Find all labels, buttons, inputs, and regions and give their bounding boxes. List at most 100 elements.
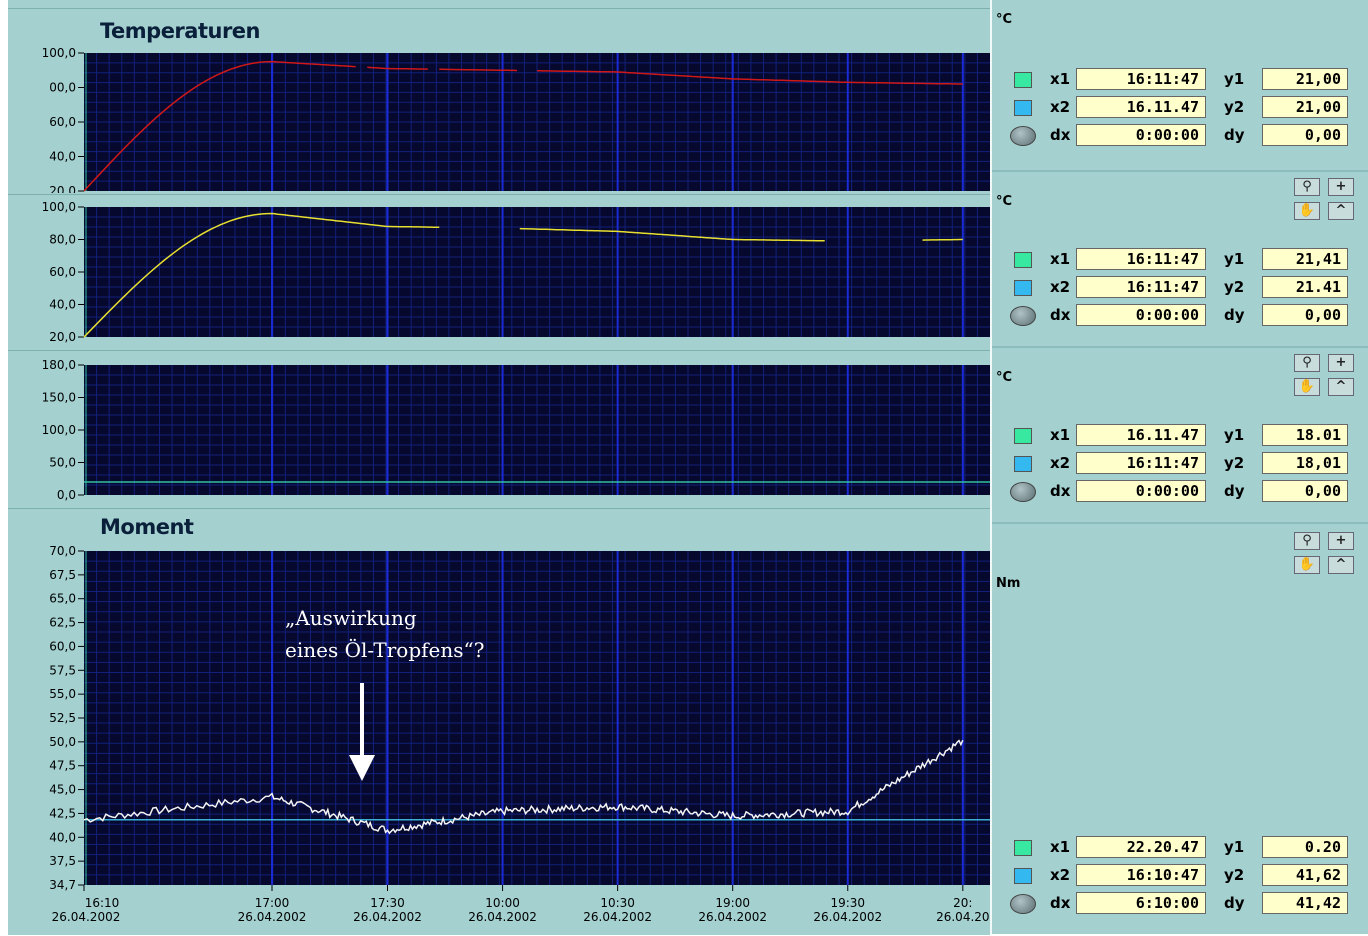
y-tick-label: 42,5 xyxy=(49,806,76,820)
x1-value-field[interactable]: 22.20.47 xyxy=(1076,836,1206,858)
unit-label: Nm xyxy=(996,576,1021,591)
add-cursor-button[interactable]: + xyxy=(1328,178,1354,196)
x1-value-field[interactable]: 16:11:47 xyxy=(1076,248,1206,270)
x2-label: x2 xyxy=(1050,278,1071,296)
unit-label: °C xyxy=(996,370,1013,385)
cursor-2-color-swatch[interactable] xyxy=(1014,280,1032,296)
y-tick-label: 67,5 xyxy=(49,568,76,582)
y1-label: y1 xyxy=(1224,70,1245,88)
series-line xyxy=(83,60,356,192)
cursor-1-color-swatch[interactable] xyxy=(1014,428,1032,444)
zoom-icon[interactable]: ⚲ xyxy=(1294,532,1320,550)
dy-value-field[interactable]: 0,00 xyxy=(1262,304,1348,326)
y-tick-label: 40,0 xyxy=(49,298,76,312)
dy-value-field[interactable]: 0,00 xyxy=(1262,480,1348,502)
temperature-plot-1[interactable]: 100,0 00,0 60,0 40,0 20,0 xyxy=(8,9,990,193)
x-tick-label-date: 26.04.2002 xyxy=(468,910,537,924)
y2-value-field[interactable]: 18,01 xyxy=(1262,452,1348,474)
series-line xyxy=(519,227,825,242)
dx-value-field[interactable]: 6:10:00 xyxy=(1076,892,1206,914)
x2-label: x2 xyxy=(1050,866,1071,884)
y-tick-label: 40,0 xyxy=(49,830,76,844)
cursor-knob-icon[interactable] xyxy=(1010,894,1036,914)
x-tick-label-date: 26.04.2002 xyxy=(52,910,121,924)
y-tick-label: 20,0 xyxy=(49,184,76,193)
y-tick-label: 60,0 xyxy=(49,115,76,129)
y-tick-label: 50,0 xyxy=(49,456,76,470)
y2-value-field[interactable]: 21.41 xyxy=(1262,276,1348,298)
x1-value-field[interactable]: 16.11.47 xyxy=(1076,424,1206,446)
y-tick-label: 40,0 xyxy=(49,150,76,164)
cursor-1-color-swatch[interactable] xyxy=(1014,840,1032,856)
y-tick-label: 34,7 xyxy=(49,878,76,892)
cursor-2-color-swatch[interactable] xyxy=(1014,100,1032,116)
dx-label: dx xyxy=(1050,306,1071,324)
cursor-knob-icon[interactable] xyxy=(1010,126,1036,146)
x-tick-label-date: 26.04.20 xyxy=(936,910,989,924)
y-tick-label: 00,0 xyxy=(49,81,76,95)
x2-value-field[interactable]: 16:11:47 xyxy=(1076,276,1206,298)
dx-value-field[interactable]: 0:00:00 xyxy=(1076,124,1206,146)
cursor-2-color-swatch[interactable] xyxy=(1014,868,1032,884)
pan-hand-icon[interactable]: ✋ xyxy=(1294,556,1320,574)
y-tick-label: 20,0 xyxy=(49,330,76,344)
moment-plot[interactable]: 70,0 67,5 65,0 62,5 60,0 57,5 55,0 52,5 50,0 47,5… xyxy=(8,509,990,935)
add-cursor-button[interactable]: + xyxy=(1328,532,1354,550)
collapse-button[interactable]: ^ xyxy=(1328,202,1354,220)
series-line xyxy=(83,739,964,835)
y-tick-label: 70,0 xyxy=(49,544,76,558)
cursor-row-dx: dx 6:10:00 dy 41,42 xyxy=(1010,892,1364,916)
pan-hand-icon[interactable]: ✋ xyxy=(1294,378,1320,396)
x-tick-label-time: 10:00 xyxy=(485,896,520,910)
x-tick-label-time: 17:00 xyxy=(255,896,290,910)
y2-value-field[interactable]: 41,62 xyxy=(1262,864,1348,886)
cursor-knob-icon[interactable] xyxy=(1010,306,1036,326)
x2-value-field[interactable]: 16:11:47 xyxy=(1076,452,1206,474)
cursor-1-color-swatch[interactable] xyxy=(1014,72,1032,88)
cursor-row-x2: x2 16:10:47 y2 41,62 xyxy=(1014,864,1364,888)
temperature-plot-3[interactable]: 180,0 150,0 100,0 50,0 0,0 xyxy=(8,351,990,507)
annotation-arrow-icon xyxy=(349,683,375,781)
y2-label: y2 xyxy=(1224,278,1245,296)
cursor-2-color-swatch[interactable] xyxy=(1014,456,1032,472)
x1-value-field[interactable]: 16:11:47 xyxy=(1076,68,1206,90)
dx-label: dx xyxy=(1050,126,1071,144)
chart-title-moment: Moment xyxy=(100,515,194,539)
collapse-button[interactable]: ^ xyxy=(1328,378,1354,396)
y1-value-field[interactable]: 0.20 xyxy=(1262,836,1348,858)
y2-label: y2 xyxy=(1224,454,1245,472)
add-cursor-button[interactable]: + xyxy=(1328,354,1354,372)
dy-value-field[interactable]: 41,42 xyxy=(1262,892,1348,914)
y2-label: y2 xyxy=(1224,98,1245,116)
x2-value-field[interactable]: 16.11.47 xyxy=(1076,96,1206,118)
cursor-knob-icon[interactable] xyxy=(1010,482,1036,502)
series-line xyxy=(537,70,963,85)
cursor-panel-1: °C x1 16:11:47 y1 21,00 x2 16.11.47 y2 2… xyxy=(992,0,1368,170)
x2-value-field[interactable]: 16:10:47 xyxy=(1076,864,1206,886)
x-tick-label-time: 19:00 xyxy=(715,896,750,910)
dy-label: dy xyxy=(1224,306,1245,324)
y-tick-label: 47,5 xyxy=(49,759,76,773)
y1-value-field[interactable]: 18.01 xyxy=(1262,424,1348,446)
dy-value-field[interactable]: 0,00 xyxy=(1262,124,1348,146)
cursor-row-dx: dx 0:00:00 dy 0,00 xyxy=(1010,480,1364,504)
temperature-plot-2[interactable]: 100,0 80,0 60,0 40,0 20,0 xyxy=(8,195,990,349)
zoom-icon[interactable]: ⚲ xyxy=(1294,354,1320,372)
cursor-row-dx: dx 0:00:00 dy 0,00 xyxy=(1010,304,1364,328)
moment-panel: Moment 70,0 67,5 65,0 62,5 60,0 57,5 55,0 52,5 5… xyxy=(8,508,990,935)
series-line xyxy=(367,66,428,70)
cursor-row-x1: x1 16:11:47 y1 21,00 xyxy=(1014,68,1364,92)
dx-value-field[interactable]: 0:00:00 xyxy=(1076,304,1206,326)
zoom-icon[interactable]: ⚲ xyxy=(1294,178,1320,196)
y1-value-field[interactable]: 21,41 xyxy=(1262,248,1348,270)
y1-label: y1 xyxy=(1224,426,1245,444)
collapse-button[interactable]: ^ xyxy=(1328,556,1354,574)
dx-value-field[interactable]: 0:00:00 xyxy=(1076,480,1206,502)
y1-value-field[interactable]: 21,00 xyxy=(1262,68,1348,90)
cursor-1-color-swatch[interactable] xyxy=(1014,252,1032,268)
cursor-panel-2: ⚲ + ✋ ^ °C x1 16:11:47 y1 21,41 x2 16:11… xyxy=(992,170,1368,348)
x1-label: x1 xyxy=(1050,838,1071,856)
y-tick-label: 100,0 xyxy=(42,46,76,60)
y2-value-field[interactable]: 21,00 xyxy=(1262,96,1348,118)
pan-hand-icon[interactable]: ✋ xyxy=(1294,202,1320,220)
